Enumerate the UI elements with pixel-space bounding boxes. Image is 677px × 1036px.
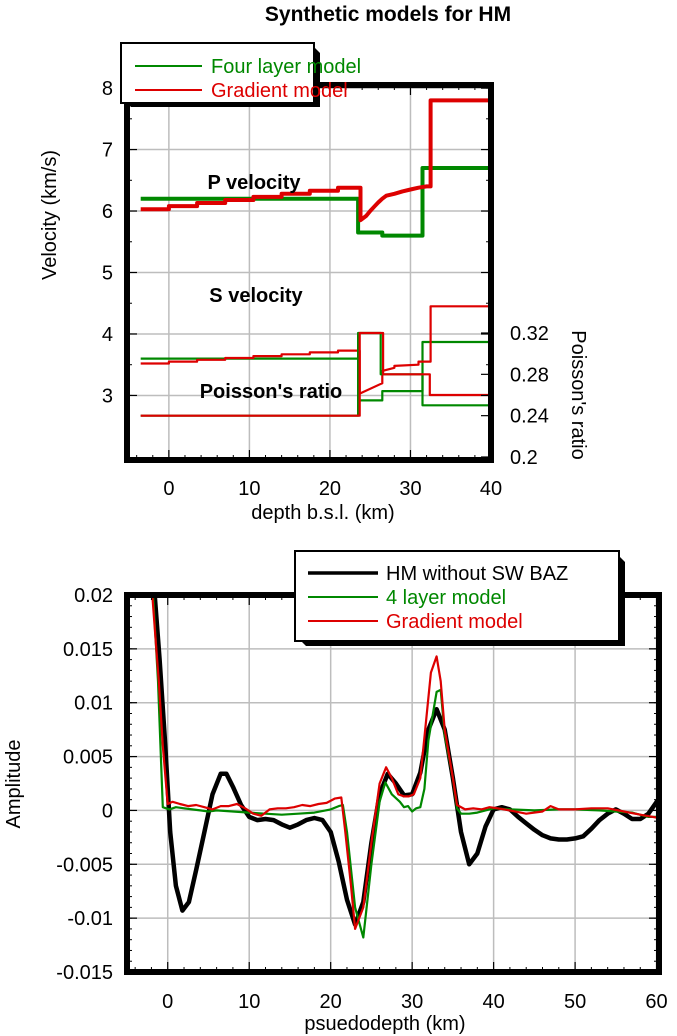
y-tick-label: 0.01 — [74, 693, 113, 715]
x-tick-label: 40 — [482, 991, 504, 1013]
y-tick-label: 0.015 — [63, 639, 113, 661]
top-y-axis-label: Velocity (km/s) — [39, 150, 61, 280]
series-line-four-layer-model-p-velocity — [140, 166, 491, 238]
y-tick-label: 0.02 — [74, 585, 113, 607]
bottom-legend: HM without SW BAZ 4 layer model Gradient… — [294, 550, 625, 646]
series-line-four-layer-model-poisson-s-ratio — [140, 331, 491, 417]
legend-label-hm: HM without SW BAZ — [386, 563, 568, 585]
annotation-p-velocity: P velocity — [207, 172, 301, 194]
y-tick-label: 7 — [102, 140, 113, 162]
x-tick-label: 10 — [238, 478, 260, 500]
y-tick-label: 4 — [102, 324, 113, 346]
series-line-gradient-model-p-velocity — [140, 98, 491, 223]
top-legend-box — [120, 42, 315, 104]
y-tick-label: -0.01 — [67, 908, 113, 930]
x-tick-label: 30 — [401, 991, 423, 1013]
x-tick-label: 20 — [320, 991, 342, 1013]
series-line-gradient-model — [151, 594, 660, 931]
x-tick-label: 0 — [162, 991, 173, 1013]
series-line-gradient-model-poisson-s-ratio — [140, 331, 491, 417]
legend-label-gradient: Gradient model — [211, 80, 348, 102]
amplitude-panel: 0 10 20 30 40 50 60 -0.015 -0.01 -0.005 0 0.005 0.01… — [3, 550, 668, 1035]
series-line-gradient-model-s-velocity — [140, 305, 491, 395]
annotation-s-velocity: S velocity — [209, 285, 303, 307]
y-right-tick-label: 0.32 — [510, 323, 549, 345]
annotation-poissons-ratio: Poisson's ratio — [200, 381, 343, 403]
top-legend: Four layer model Gradient model — [120, 42, 361, 107]
chart-title: Synthetic models for HM — [265, 3, 511, 26]
top-series-lines — [140, 98, 491, 417]
bottom-y-axis-label: Amplitude — [3, 740, 25, 829]
y-tick-label: 3 — [102, 385, 113, 407]
y-right-tick-label: 0.24 — [510, 406, 549, 428]
x-tick-label: 0 — [163, 478, 174, 500]
bottom-ticks: 0 10 20 30 40 50 60 -0.015 -0.01 -0.005 0 0.005 0.01… — [56, 585, 667, 1013]
y-tick-label: -0.005 — [56, 854, 113, 876]
x-tick-label: 30 — [399, 478, 421, 500]
y-tick-label: 5 — [102, 263, 113, 285]
y-right-tick-label: 0.28 — [510, 364, 549, 386]
x-tick-label: 20 — [319, 478, 341, 500]
series-line-4-layer-model — [152, 594, 659, 939]
x-tick-label: 10 — [238, 991, 260, 1013]
y-tick-label: 8 — [102, 78, 113, 100]
x-tick-label: 60 — [645, 991, 667, 1013]
top-ticks: 0 10 20 30 40 3 4 5 6 7 8 0.2 0.24 0.28 0.32 — [102, 78, 549, 500]
bottom-x-axis-label: psuedodepth (km) — [304, 1013, 465, 1035]
series-line-hm-without-sw-baz — [152, 594, 661, 927]
y-tick-label: 6 — [102, 201, 113, 223]
bottom-series-lines — [151, 594, 661, 939]
velocity-poisson-panel: Synthetic models for HM 0 10 20 30 403456780… — [39, 3, 589, 524]
top-grid — [127, 85, 492, 460]
y-tick-label: -0.015 — [56, 962, 113, 984]
legend-label-4-layer: 4 layer model — [386, 587, 506, 609]
x-tick-label: 50 — [564, 991, 586, 1013]
top-x-axis-label: depth b.s.l. (km) — [251, 502, 394, 524]
top-y-axis-label-right: Poisson's ratio — [567, 330, 589, 459]
y-tick-label: 0.005 — [63, 747, 113, 769]
x-tick-label: 40 — [480, 478, 502, 500]
y-tick-label: 0 — [102, 800, 113, 822]
legend-label-four-layer: Four layer model — [211, 56, 361, 78]
legend-label-gradient-bottom: Gradient model — [386, 611, 523, 633]
y-right-tick-label: 0.2 — [510, 447, 538, 469]
